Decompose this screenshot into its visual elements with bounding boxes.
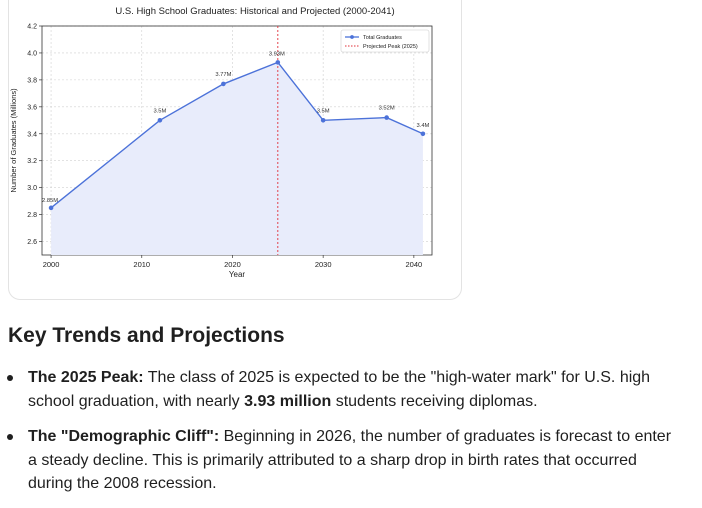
trend-list: The 2025 Peak: The class of 2025 is expe… [0,366,702,508]
data-label: 3.52M [379,106,395,112]
x-tick-label: 2030 [315,260,332,269]
section-heading: Key Trends and Projections [8,324,285,347]
x-tick-label: 2010 [133,260,150,269]
x-tick-label: 2020 [224,260,241,269]
bullet-dot [7,375,13,381]
data-point [221,81,226,87]
chart-title: U.S. High School Graduates: Historical a… [115,6,394,17]
data-label: 2.85M [42,198,58,204]
y-axis-label: Number of Graduates (Millions) [9,88,18,193]
x-axis-label: Year [229,270,246,279]
legend-label-peak: Projected Peak (2025) [363,44,418,50]
data-label: 3.4M [416,123,429,129]
data-point [420,131,426,137]
data-point [157,117,163,123]
bullet-lead: The 2025 Peak: [28,369,144,386]
bullet-dot [7,434,13,440]
y-tick-label: 2.6 [27,239,37,246]
y-tick-label: 3.6 [27,104,37,111]
x-tick-label: 2000 [43,260,60,269]
y-tick-label: 4.2 [27,24,37,31]
bullet-highlight: 3.93 million [244,392,332,410]
data-point [48,205,54,211]
data-label: 3.5M [317,108,330,114]
data-label: 3.93M [269,51,285,57]
y-tick-label: 2.8 [27,212,37,219]
legend-marker-total [350,35,354,39]
bullet-text-end: students receiving diplomas. [331,392,538,410]
data-label: 3.77M [215,72,231,78]
data-point [275,60,281,65]
y-tick-label: 4.0 [27,50,37,57]
bullet-lead: The "Demographic Cliff": [28,428,220,445]
y-tick-label: 3.8 [27,77,37,84]
bullet-text: Beginning in 2026, the number of graduat… [28,428,672,492]
series-area [51,62,423,255]
legend-label-total: Total Graduates [363,35,402,41]
bullet-text: The class of 2025 is expected to be the … [28,369,651,410]
data-point [384,115,389,120]
data-label: 3.5M [153,108,166,114]
list-item-peak: The 2025 Peak: The class of 2025 is expe… [0,366,702,413]
y-tick-label: 3.0 [27,185,37,192]
legend-box [340,29,430,53]
y-tick-label: 3.2 [27,158,37,165]
x-tick-label: 2040 [406,260,423,269]
list-item-cliff: The "Demographic Cliff": Beginning in 20… [0,425,702,496]
y-tick-label: 3.4 [27,131,37,138]
graduates-chart: U.S. High School Graduates: Historical a… [9,6,433,279]
data-point [320,117,326,123]
